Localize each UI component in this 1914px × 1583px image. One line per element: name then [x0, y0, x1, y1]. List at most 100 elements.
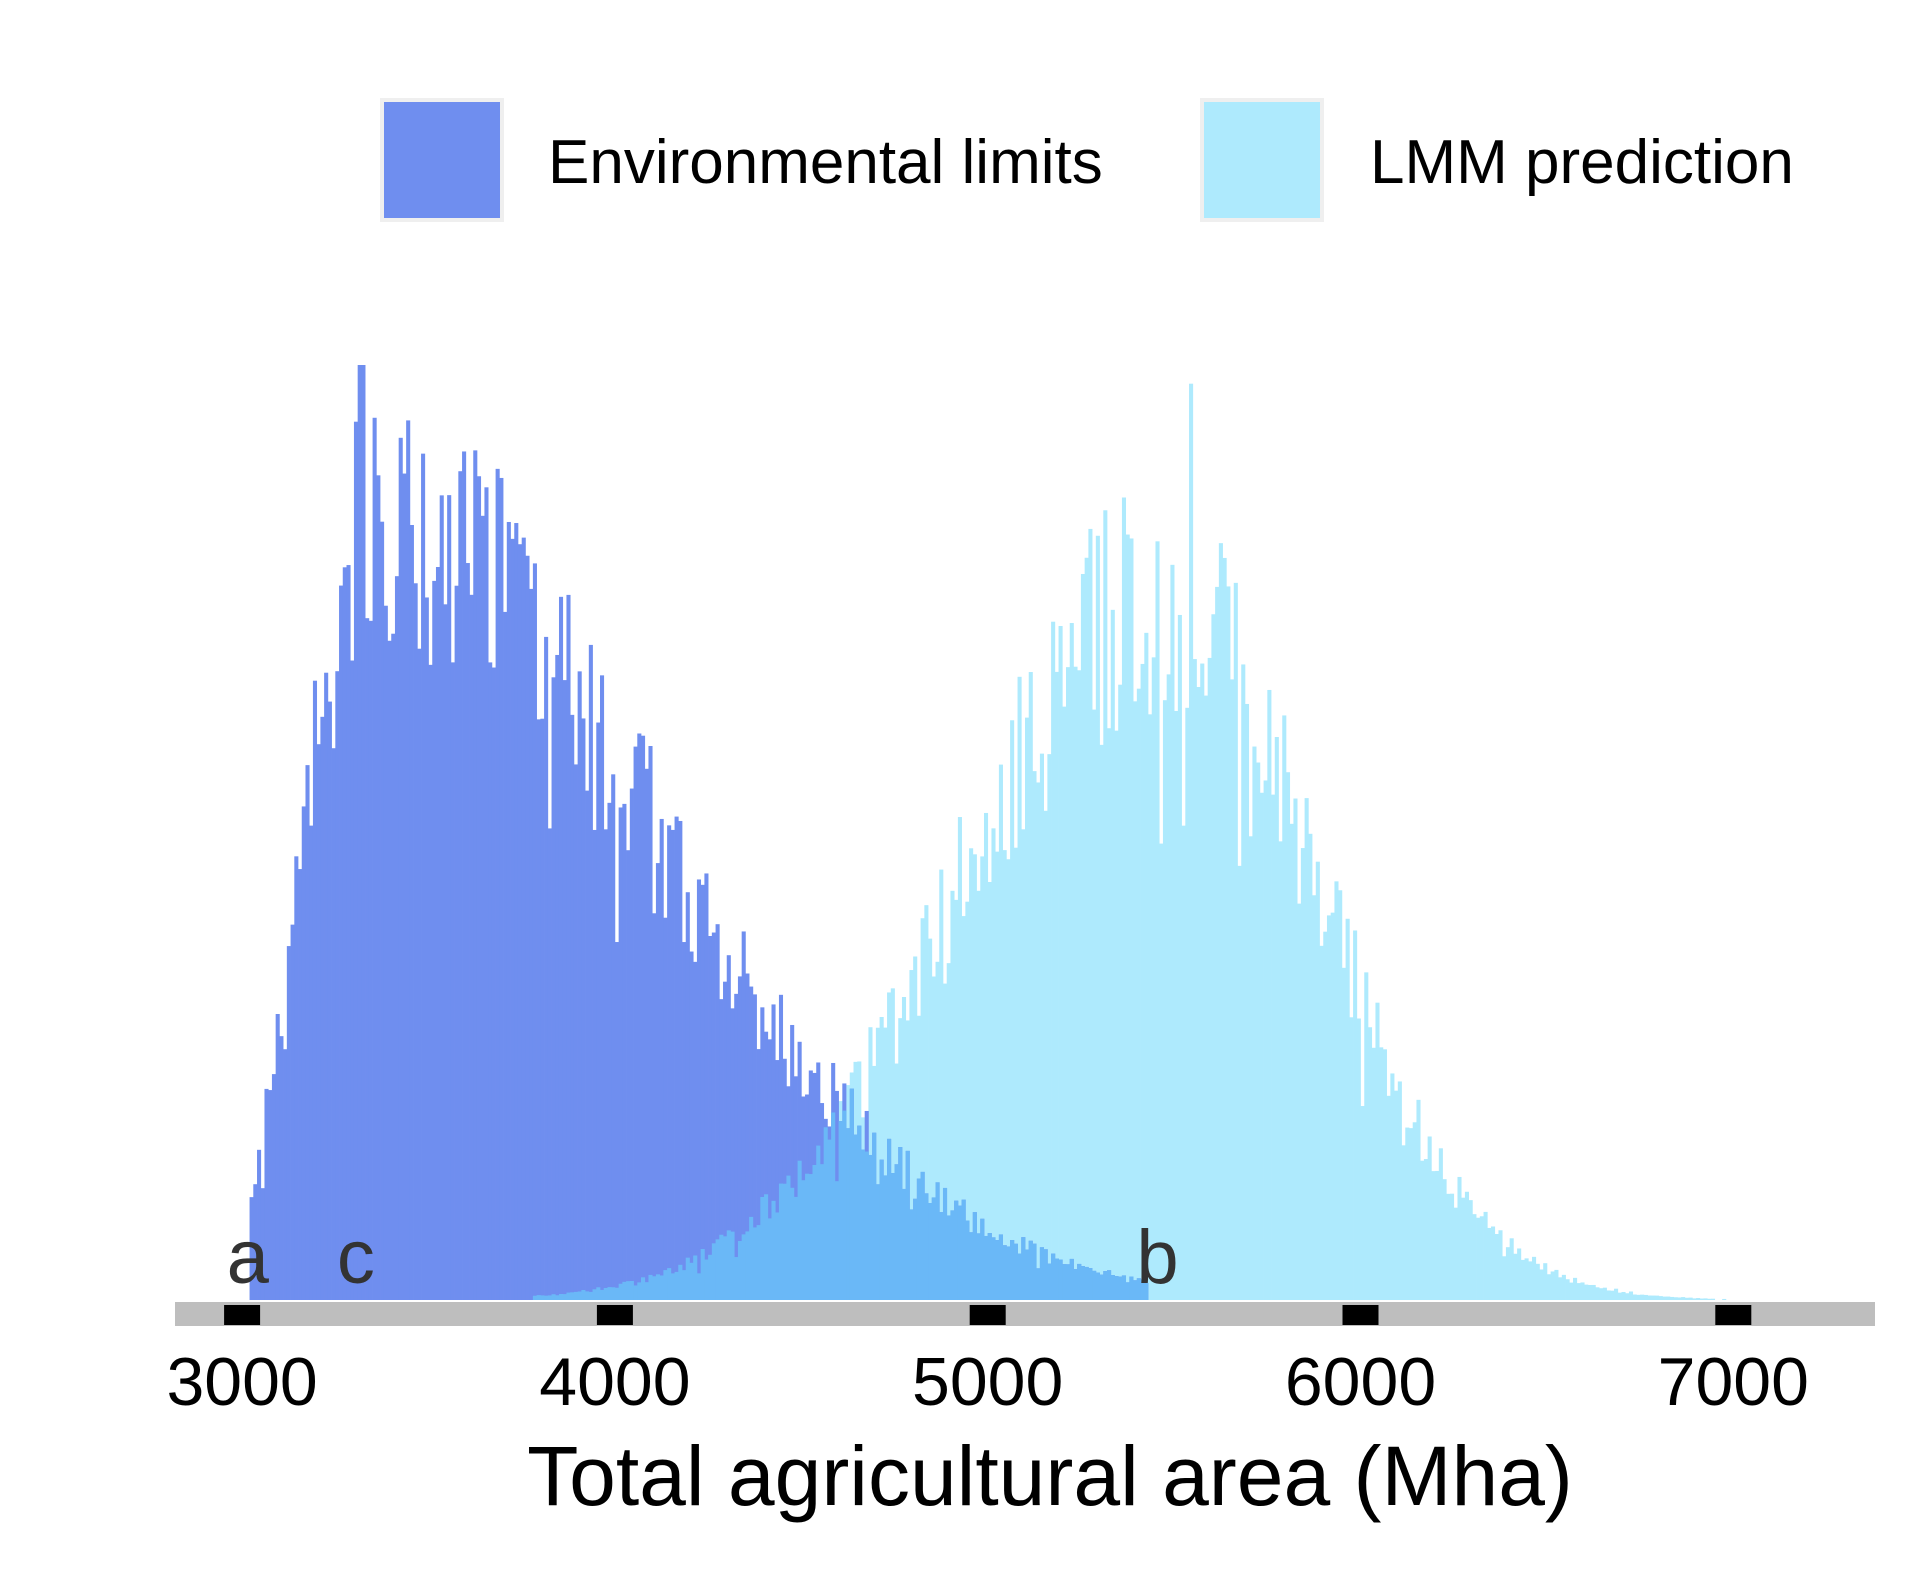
lmm-prediction-bar [991, 828, 996, 1300]
environmental-limits-bar [633, 746, 638, 1300]
environmental-limits-bar [316, 744, 321, 1300]
overlap-bar [965, 1220, 970, 1300]
overlap-bar [719, 1234, 724, 1300]
environmental-limits-bar [253, 1184, 258, 1300]
lmm-prediction-bar [1185, 707, 1190, 1300]
lmm-prediction-bar [1707, 1298, 1712, 1300]
lmm-prediction-bar [1491, 1226, 1496, 1300]
environmental-limits-bar [428, 664, 433, 1300]
lmm-prediction-bar [1196, 687, 1201, 1300]
overlap-bar [737, 1241, 743, 1300]
environmental-limits-bar [447, 495, 452, 1300]
overlap-bar [883, 1175, 888, 1300]
lmm-prediction-bar [1669, 1296, 1675, 1300]
lmm-prediction-bar [1159, 843, 1164, 1300]
environmental-limits-bar [685, 892, 690, 1300]
overlap-bar [983, 1235, 989, 1300]
lmm-prediction-bar [1211, 614, 1216, 1300]
lmm-prediction-bar [987, 882, 992, 1300]
environmental-limits-bar [719, 999, 724, 1300]
overlap-bar [954, 1200, 959, 1300]
environmental-limits-bar [547, 828, 552, 1300]
lmm-prediction-bar [1420, 1160, 1425, 1300]
lmm-prediction-bar [1330, 912, 1335, 1300]
lmm-prediction-bar [1498, 1230, 1503, 1300]
environmental-limits-bar [421, 453, 426, 1300]
environmental-limits-bar [376, 475, 381, 1300]
x-tick-label: 3000 [166, 1344, 317, 1420]
lmm-prediction-bar [1625, 1293, 1630, 1300]
lmm-prediction-bar [1341, 967, 1346, 1300]
legend: Environmental limits LMM prediction [380, 98, 1794, 222]
lmm-prediction-bar [1121, 497, 1127, 1300]
environmental-limits-bar [577, 671, 582, 1300]
overlap-bar [838, 1121, 843, 1300]
lmm-prediction-bar [1528, 1261, 1533, 1300]
lmm-prediction-bar [1200, 663, 1205, 1300]
lmm-prediction-bar [1699, 1298, 1704, 1300]
lmm-prediction-bar [965, 901, 970, 1300]
x-tick-label: 6000 [1285, 1344, 1436, 1420]
lmm-prediction-bar [1681, 1297, 1686, 1300]
overlap-bar [547, 1295, 552, 1300]
lmm-prediction-bar [1487, 1227, 1492, 1300]
overlap-bar [793, 1196, 798, 1300]
overlap-bar [1054, 1258, 1059, 1300]
lmm-prediction-bar [950, 890, 955, 1300]
overlap-bar [741, 1234, 746, 1300]
lmm-prediction-bar [1573, 1277, 1578, 1300]
environmental-limits-bar [767, 1039, 772, 1300]
overlap-bar [1058, 1259, 1063, 1300]
lmm-prediction-bar [1099, 744, 1104, 1300]
lmm-prediction-bar [1192, 659, 1197, 1300]
lmm-prediction-bar [1483, 1211, 1488, 1300]
overlap-bar [696, 1273, 702, 1300]
overlap-bar [1073, 1269, 1078, 1300]
environmental-limits-bar [443, 604, 448, 1300]
lmm-prediction-bar [1397, 1081, 1402, 1300]
environmental-limits-bar [409, 524, 414, 1300]
overlap-bar [924, 1193, 929, 1300]
lmm-prediction-bar [1215, 586, 1220, 1300]
lmm-prediction-bar [1125, 534, 1130, 1300]
environmental-limits-bar [312, 680, 318, 1300]
lmm-prediction-bar [1606, 1290, 1611, 1300]
overlap-bar [928, 1203, 933, 1300]
lmm-prediction-bar [1136, 688, 1141, 1300]
lmm-prediction-bar [1520, 1259, 1525, 1300]
lmm-prediction-bar [995, 851, 1000, 1300]
environmental-limits-bar [741, 931, 746, 1300]
lmm-prediction-bar [1710, 1298, 1716, 1300]
overlap-bar [842, 1110, 847, 1300]
lmm-prediction-bar [1371, 1047, 1376, 1300]
overlap-bar [913, 1198, 918, 1300]
environmental-limits-bar [298, 869, 303, 1300]
lmm-prediction-bar [1382, 1049, 1387, 1300]
lmm-prediction-bar [1010, 720, 1015, 1300]
lmm-prediction-bar [1323, 931, 1328, 1300]
lmm-prediction-bar [1259, 792, 1264, 1300]
lmm-prediction-bar [1274, 737, 1279, 1300]
lmm-prediction-bar [1703, 1298, 1708, 1300]
lmm-prediction-bar [1450, 1193, 1455, 1300]
overlap-bar [622, 1281, 627, 1300]
lmm-prediction-bar [1610, 1290, 1615, 1300]
lmm-prediction-bar [1181, 825, 1186, 1300]
overlap-bar [1043, 1249, 1048, 1300]
overlap-bar [659, 1275, 664, 1300]
environmental-limits-bar [327, 701, 332, 1300]
overlap-bar [916, 1178, 921, 1300]
lmm-prediction-bar [1375, 1002, 1380, 1300]
environmental-limits-bar [480, 515, 485, 1300]
overlap-bar [1088, 1268, 1093, 1300]
overlap-bar [1125, 1282, 1130, 1300]
environmental-limits-bar [581, 718, 586, 1300]
overlap-bar [629, 1280, 634, 1300]
lmm-prediction-bar [1621, 1291, 1626, 1300]
legend-key [1200, 98, 1324, 222]
x-axis-line [175, 1302, 1875, 1326]
overlap-bar [745, 1231, 750, 1300]
lmm-prediction-bar [972, 854, 977, 1300]
overlap-bar [704, 1259, 709, 1300]
overlap-bar [723, 1236, 728, 1300]
